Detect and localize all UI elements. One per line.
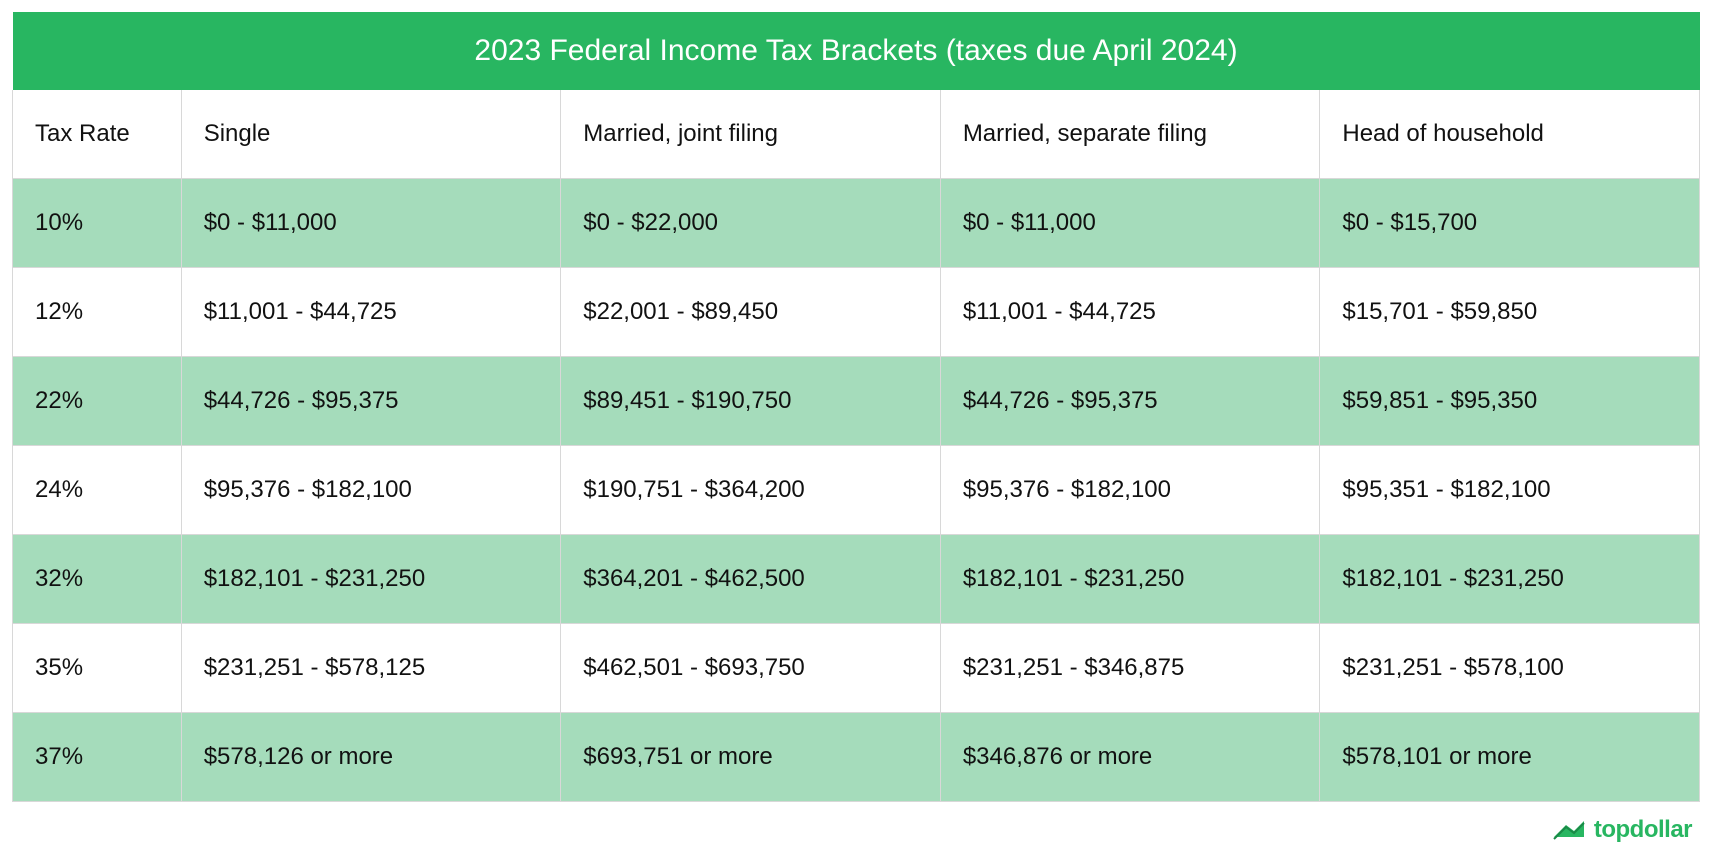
cell-hoh: $59,851 - $95,350: [1320, 357, 1700, 446]
col-header-single: Single: [181, 90, 561, 179]
cell-hoh: $578,101 or more: [1320, 713, 1700, 802]
col-header-joint: Married, joint filing: [561, 90, 941, 179]
cell-rate: 35%: [13, 624, 182, 713]
cell-rate: 12%: [13, 268, 182, 357]
col-header-hoh: Head of household: [1320, 90, 1700, 179]
cell-joint: $0 - $22,000: [561, 179, 941, 268]
cell-single: $95,376 - $182,100: [181, 446, 561, 535]
cell-hoh: $95,351 - $182,100: [1320, 446, 1700, 535]
cell-hoh: $0 - $15,700: [1320, 179, 1700, 268]
cell-single: $182,101 - $231,250: [181, 535, 561, 624]
table-row: 32% $182,101 - $231,250 $364,201 - $462,…: [13, 535, 1700, 624]
table-title: 2023 Federal Income Tax Brackets (taxes …: [13, 12, 1700, 90]
cell-single: $11,001 - $44,725: [181, 268, 561, 357]
table-row: 22% $44,726 - $95,375 $89,451 - $190,750…: [13, 357, 1700, 446]
cell-separate: $44,726 - $95,375: [940, 357, 1320, 446]
cell-separate: $95,376 - $182,100: [940, 446, 1320, 535]
cell-joint: $89,451 - $190,750: [561, 357, 941, 446]
cell-single: $0 - $11,000: [181, 179, 561, 268]
cell-rate: 22%: [13, 357, 182, 446]
cell-separate: $346,876 or more: [940, 713, 1320, 802]
cell-separate: $182,101 - $231,250: [940, 535, 1320, 624]
cell-separate: $11,001 - $44,725: [940, 268, 1320, 357]
cell-joint: $462,501 - $693,750: [561, 624, 941, 713]
col-header-rate: Tax Rate: [13, 90, 182, 179]
table-row: 35% $231,251 - $578,125 $462,501 - $693,…: [13, 624, 1700, 713]
cell-single: $578,126 or more: [181, 713, 561, 802]
tax-bracket-table-wrapper: 2023 Federal Income Tax Brackets (taxes …: [12, 12, 1700, 844]
cell-rate: 37%: [13, 713, 182, 802]
table-row: 24% $95,376 - $182,100 $190,751 - $364,2…: [13, 446, 1700, 535]
topdollar-logo-icon: [1552, 817, 1586, 843]
cell-joint: $364,201 - $462,500: [561, 535, 941, 624]
footer-brand-text: topdollar: [1594, 816, 1692, 844]
cell-separate: $0 - $11,000: [940, 179, 1320, 268]
cell-single: $231,251 - $578,125: [181, 624, 561, 713]
cell-joint: $693,751 or more: [561, 713, 941, 802]
table-row: 12% $11,001 - $44,725 $22,001 - $89,450 …: [13, 268, 1700, 357]
cell-single: $44,726 - $95,375: [181, 357, 561, 446]
table-title-row: 2023 Federal Income Tax Brackets (taxes …: [13, 12, 1700, 90]
cell-joint: $22,001 - $89,450: [561, 268, 941, 357]
table-row: 10% $0 - $11,000 $0 - $22,000 $0 - $11,0…: [13, 179, 1700, 268]
cell-hoh: $182,101 - $231,250: [1320, 535, 1700, 624]
footer-brand: topdollar: [12, 802, 1700, 844]
cell-hoh: $231,251 - $578,100: [1320, 624, 1700, 713]
cell-rate: 32%: [13, 535, 182, 624]
cell-hoh: $15,701 - $59,850: [1320, 268, 1700, 357]
table-header-row: Tax Rate Single Married, joint filing Ma…: [13, 90, 1700, 179]
table-row: 37% $578,126 or more $693,751 or more $3…: [13, 713, 1700, 802]
cell-joint: $190,751 - $364,200: [561, 446, 941, 535]
tax-bracket-table: 2023 Federal Income Tax Brackets (taxes …: [12, 12, 1700, 802]
col-header-separate: Married, separate filing: [940, 90, 1320, 179]
cell-rate: 24%: [13, 446, 182, 535]
cell-rate: 10%: [13, 179, 182, 268]
cell-separate: $231,251 - $346,875: [940, 624, 1320, 713]
